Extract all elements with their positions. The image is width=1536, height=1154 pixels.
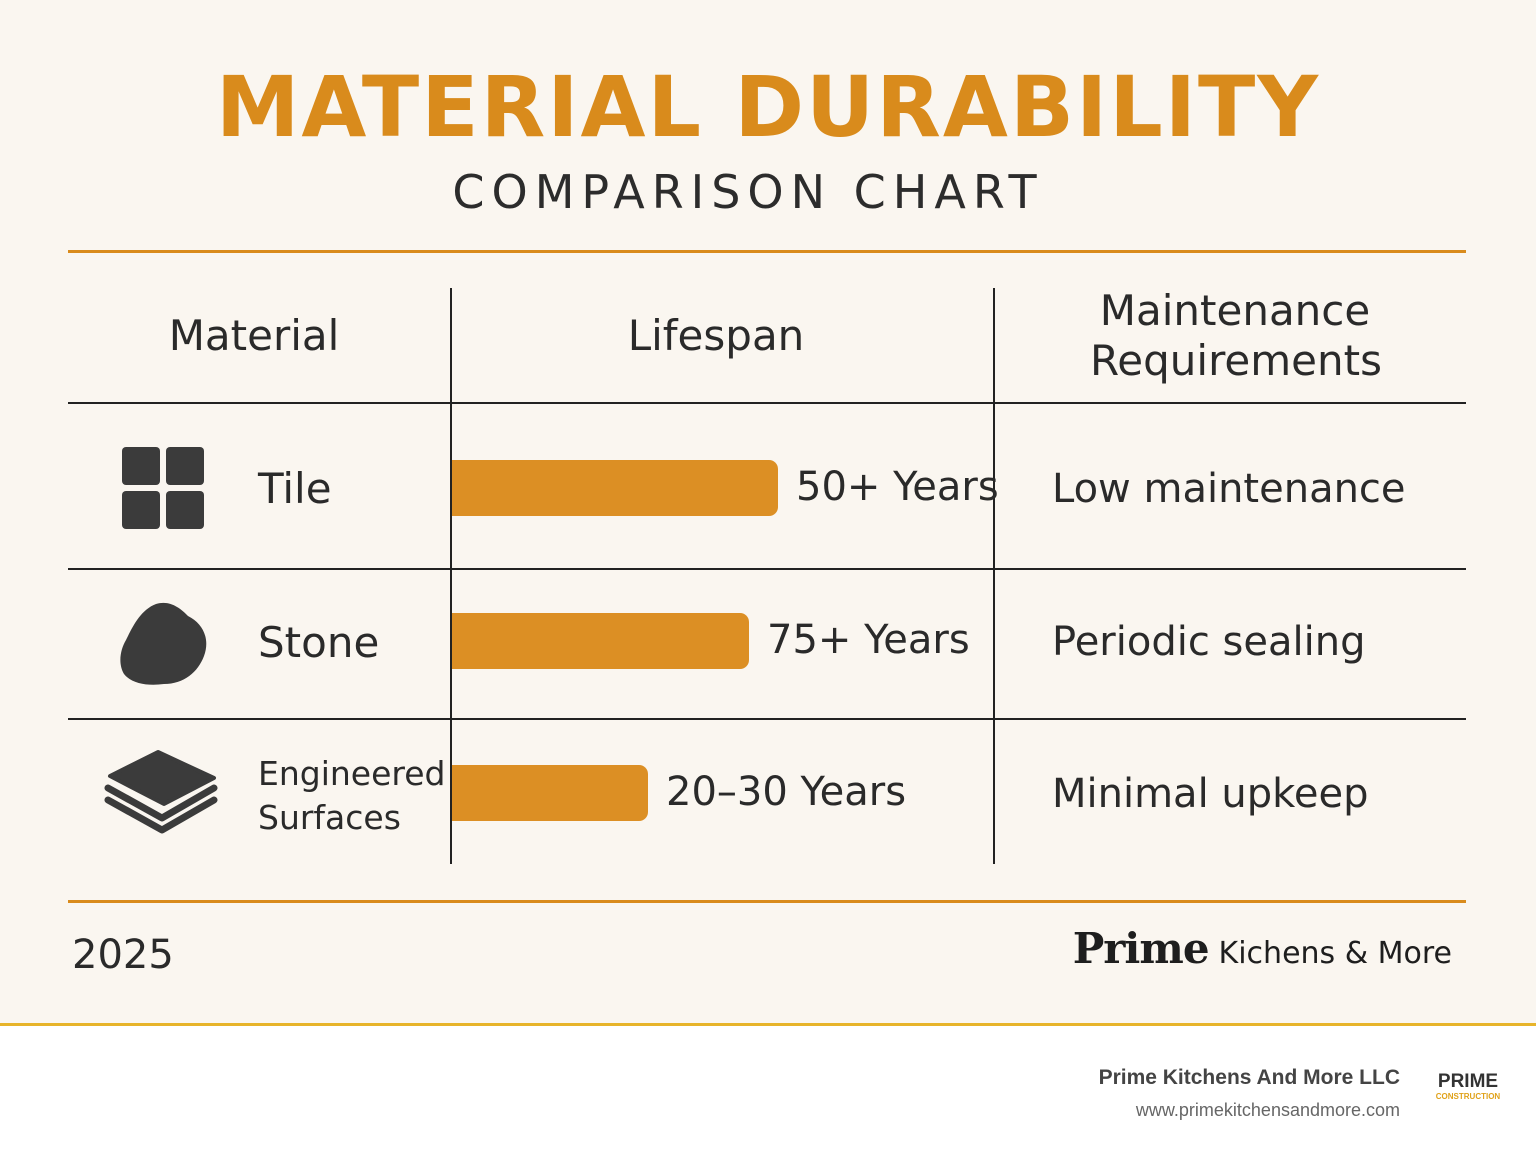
logo-prime-text: PRIME (1437, 1071, 1499, 1092)
material-label-engineered: Engineered Surfaces (258, 754, 446, 837)
layers-icon (104, 750, 218, 834)
maintenance-tile: Low maintenance (1052, 466, 1406, 512)
column-divider-1 (450, 288, 452, 864)
material-label-tile: Tile (258, 464, 332, 513)
lifespan-label-tile: 50+ Years (796, 464, 999, 510)
chart-title: MATERIAL DURABILITY (215, 58, 1321, 156)
footer-website-link[interactable]: www.primekitchensandmore.com (1135, 1100, 1400, 1120)
prime-construction-logo: PRIME CONSTRUCTION (1428, 1072, 1508, 1102)
chart-subtitle: COMPARISON CHART (452, 165, 1044, 219)
bottom-divider (68, 900, 1466, 903)
brand-tagline: Kichens & More (1218, 936, 1452, 971)
row-divider-1 (68, 568, 1466, 570)
column-header-material: Material (168, 311, 340, 360)
footer-company-name: Prime Kitchens And More LLC (1098, 1066, 1400, 1089)
column-header-lifespan: Lifespan (627, 311, 805, 360)
tile-grid-icon (122, 447, 204, 529)
column-divider-2 (993, 288, 995, 864)
row-divider-2 (68, 718, 1466, 720)
logo-construction-text: CONSTRUCTION (1435, 1092, 1501, 1101)
column-header-maintenance: Maintenance Requirements (1090, 286, 1382, 385)
lifespan-bar-engineered (452, 765, 648, 821)
lifespan-bar-tile (452, 460, 778, 516)
brand-prime: Prime (1072, 924, 1210, 973)
maintenance-stone: Periodic sealing (1052, 619, 1366, 665)
material-label-stone: Stone (258, 618, 380, 667)
maintenance-engineered: Minimal upkeep (1052, 771, 1369, 817)
lifespan-label-stone: 75+ Years (767, 617, 970, 663)
chart-year: 2025 (72, 932, 174, 978)
footer-divider (0, 1023, 1536, 1026)
lifespan-bar-stone (452, 613, 749, 669)
top-divider (68, 250, 1466, 253)
chart-canvas: MATERIAL DURABILITY COMPARISON CHART Mat… (0, 0, 1536, 1024)
brand-logo: Prime Kichens & More (1073, 924, 1452, 973)
header-divider (68, 402, 1466, 404)
stone-icon (120, 602, 207, 685)
lifespan-label-engineered: 20–30 Years (666, 769, 907, 815)
